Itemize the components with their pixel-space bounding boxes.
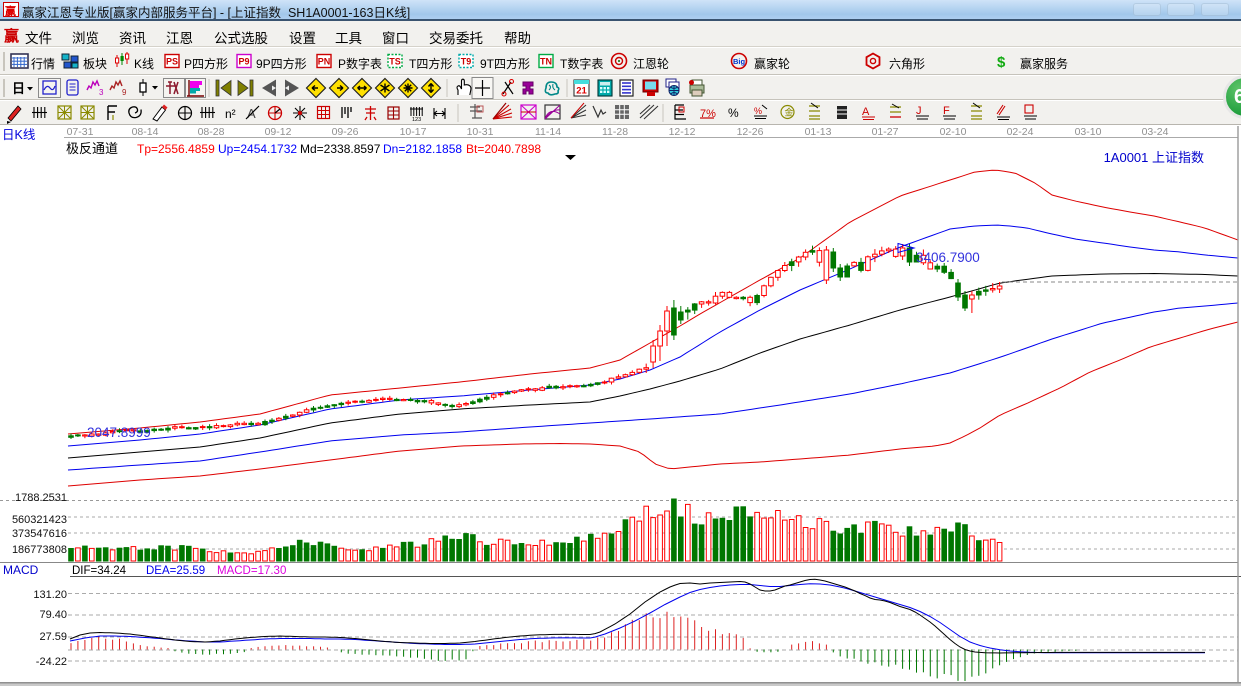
svg-text:7%: 7% xyxy=(700,108,716,120)
svg-text:Bt=2040.7898: Bt=2040.7898 xyxy=(466,142,541,156)
svg-text:Tp=2556.4859: Tp=2556.4859 xyxy=(137,142,215,156)
svg-text:02-24: 02-24 xyxy=(1007,126,1034,138)
svg-text:03-24: 03-24 xyxy=(1142,126,1169,138)
svg-text:560321423: 560321423 xyxy=(12,514,67,526)
svg-text:01-27: 01-27 xyxy=(872,126,899,138)
svg-text:27.59: 27.59 xyxy=(39,631,67,643)
svg-text:1788.2531: 1788.2531 xyxy=(15,492,67,504)
svg-text:10-31: 10-31 xyxy=(467,126,494,138)
svg-text:79.40: 79.40 xyxy=(39,609,67,621)
svg-text:DEA=25.59: DEA=25.59 xyxy=(146,565,205,577)
svg-text:01-13: 01-13 xyxy=(805,126,832,138)
svg-text:3: 3 xyxy=(99,88,104,97)
svg-text:21: 21 xyxy=(576,86,587,97)
svg-text:07-31: 07-31 xyxy=(67,126,94,138)
svg-text:PS: PS xyxy=(166,57,178,67)
svg-text:11-14: 11-14 xyxy=(535,126,561,138)
svg-text:F: F xyxy=(943,105,950,117)
svg-text:Up=2454.1732: Up=2454.1732 xyxy=(218,142,297,156)
svg-text:9: 9 xyxy=(122,88,127,97)
svg-text:2047.8999: 2047.8999 xyxy=(87,425,151,440)
svg-text:MACD=17.30: MACD=17.30 xyxy=(217,565,286,577)
svg-text:Dn=2182.1858: Dn=2182.1858 xyxy=(383,142,462,156)
svg-text:TN: TN xyxy=(540,57,552,67)
svg-text:n²: n² xyxy=(225,107,236,121)
svg-text:日K线: 日K线 xyxy=(2,128,36,142)
svg-text:373547616: 373547616 xyxy=(12,528,67,540)
svg-text:3406.7900: 3406.7900 xyxy=(916,250,980,265)
svg-text:10-17: 10-17 xyxy=(400,126,427,138)
svg-text:08-28: 08-28 xyxy=(198,126,225,138)
svg-text:02-10: 02-10 xyxy=(940,126,967,138)
svg-text:%: % xyxy=(754,106,762,116)
svg-text:11-28: 11-28 xyxy=(602,126,628,138)
svg-text:09-26: 09-26 xyxy=(332,126,359,138)
svg-text:03-10: 03-10 xyxy=(1075,126,1102,138)
svg-text:$: $ xyxy=(997,54,1006,71)
svg-text:TS: TS xyxy=(389,57,401,67)
svg-text:J: J xyxy=(916,105,922,117)
svg-text:123: 123 xyxy=(412,117,421,123)
svg-text:12-12: 12-12 xyxy=(669,126,696,138)
svg-text:Md=2338.8597: Md=2338.8597 xyxy=(300,142,381,156)
svg-text:金: 金 xyxy=(785,107,794,118)
svg-text:MACD: MACD xyxy=(3,563,39,577)
svg-text:A: A xyxy=(862,106,870,118)
svg-text:08-14: 08-14 xyxy=(132,126,159,138)
svg-text:Big: Big xyxy=(733,57,746,66)
svg-text:P9: P9 xyxy=(238,57,249,67)
svg-text:09-12: 09-12 xyxy=(265,126,292,138)
svg-text:-24.22: -24.22 xyxy=(36,656,67,668)
svg-text:186773808: 186773808 xyxy=(12,544,67,556)
svg-text:PN: PN xyxy=(318,57,331,67)
svg-text:12-26: 12-26 xyxy=(737,126,764,138)
svg-text:131.20: 131.20 xyxy=(33,589,67,601)
svg-text:1A0001 上证指数: 1A0001 上证指数 xyxy=(1104,150,1204,165)
svg-text:极反通道: 极反通道 xyxy=(66,141,118,156)
svg-text:%: % xyxy=(728,106,739,120)
svg-text:T9: T9 xyxy=(461,57,472,67)
svg-text:日: 日 xyxy=(12,81,25,96)
svg-text:DIF=34.24: DIF=34.24 xyxy=(72,565,127,577)
